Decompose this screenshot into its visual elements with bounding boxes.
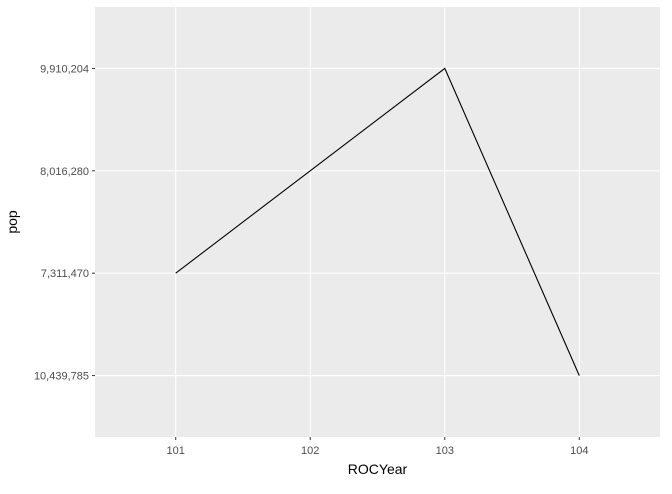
y-axis: 10,439,785 7,311,470 8,016,280 9,910,204 — [34, 63, 95, 383]
x-tick-label: 101 — [167, 445, 185, 457]
y-axis-title: pop — [4, 210, 20, 234]
x-tick-label: 104 — [570, 445, 588, 457]
x-axis-title: ROCYear — [348, 461, 408, 477]
grid-lines — [95, 7, 660, 437]
series-line — [175, 67, 580, 376]
x-tick-label: 102 — [301, 445, 319, 457]
y-tick-label: 8,016,280 — [40, 166, 89, 178]
y-tick-label: 9,910,204 — [40, 63, 89, 75]
x-axis: 101 102 103 104 — [167, 437, 588, 457]
plot-panel — [95, 7, 660, 437]
x-tick-label: 103 — [436, 445, 454, 457]
series-layer — [175, 67, 580, 376]
y-tick-label: 10,439,785 — [34, 371, 89, 383]
y-tick-label: 7,311,470 — [41, 268, 89, 280]
